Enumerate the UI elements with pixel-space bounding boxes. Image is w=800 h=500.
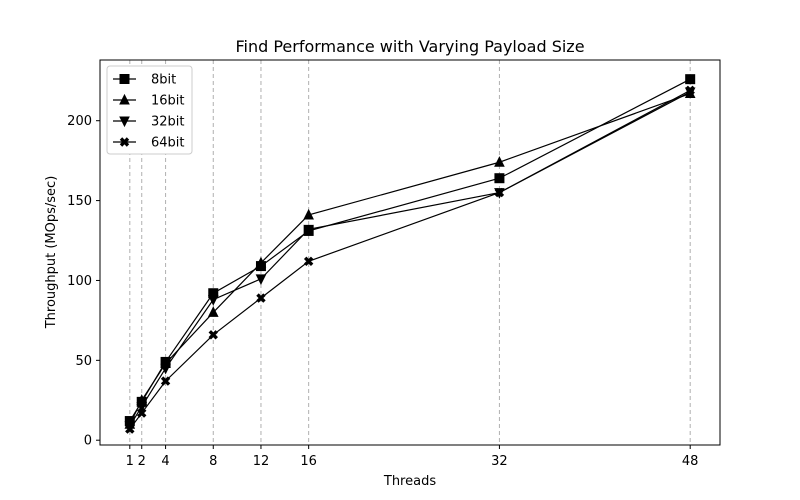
data-point-16bit-16: [303, 208, 314, 220]
data-point-16bit-32: [494, 156, 505, 167]
plot-area: [100, 60, 720, 445]
y-tick-label: 50: [75, 354, 92, 369]
x-tick-label: 12: [253, 454, 270, 469]
data-point-8bit-48: [685, 74, 696, 85]
x-tick-label: 2: [138, 454, 146, 469]
legend: 8bit 16bit 32bit 64bit: [106, 65, 193, 155]
y-tick-label: 150: [67, 194, 92, 209]
data-point-32bit-12: [255, 274, 267, 285]
series-line-16bit: [129, 92, 691, 425]
data-point-32bit-2: [136, 402, 148, 413]
data-point-16bit-8: [207, 306, 219, 317]
series-layer: [124, 74, 696, 434]
data-point-64bit-4: [160, 376, 171, 386]
plot-frame: [99, 59, 721, 446]
series-64bit: [125, 85, 695, 434]
legend-item-16bit: 16bit: [113, 94, 185, 109]
legend-label: 16bit: [151, 94, 185, 109]
x-tick-label: 8: [209, 454, 217, 469]
data-point-32bit-4: [160, 363, 171, 375]
legend-marker-16bit: [119, 93, 130, 105]
y-axis-title: Throughput (MOps/sec): [44, 176, 59, 330]
y-tick-label: 100: [67, 274, 92, 289]
data-point-16bit-12: [255, 256, 267, 268]
legend-label: 64bit: [151, 136, 185, 151]
data-point-64bit-16: [303, 256, 314, 266]
series-line-64bit: [129, 89, 691, 430]
data-point-64bit-1: [125, 424, 135, 434]
x-axis: 1 2 4 8 12 16 32 48: [126, 445, 699, 469]
data-point-64bit-32: [494, 187, 505, 198]
data-point-64bit-2: [137, 408, 147, 418]
legend-label: 8bit: [151, 73, 176, 88]
legend-marker-64bit: [119, 137, 130, 147]
legend-marker-32bit: [119, 116, 130, 128]
x-tick-label: 48: [682, 454, 699, 469]
data-point-32bit-8: [207, 295, 219, 306]
data-point-8bit-32: [494, 173, 505, 184]
data-point-64bit-48: [685, 85, 695, 96]
x-tick-label: 16: [300, 454, 317, 469]
data-point-32bit-16: [303, 224, 314, 236]
legend-item-64bit: 64bit: [113, 136, 185, 151]
legend-item-8bit: 8bit: [113, 73, 176, 88]
data-point-64bit-12: [256, 293, 266, 303]
series-line-32bit: [129, 91, 691, 427]
x-tick-label: 1: [126, 454, 134, 469]
x-axis-title: Threads: [383, 474, 436, 489]
data-point-64bit-8: [208, 330, 218, 340]
y-tick-label: 200: [67, 114, 92, 129]
legend-marker-8bit: [119, 74, 130, 84]
legend-item-32bit: 32bit: [113, 115, 185, 130]
legend-label: 32bit: [151, 115, 185, 130]
x-tick-label: 32: [491, 454, 508, 469]
chart-title: Find Performance with Varying Payload Si…: [235, 37, 584, 56]
y-axis: 0 50 100 150 200: [67, 114, 100, 449]
legend-box: [106, 65, 193, 155]
x-tick-label: 4: [161, 454, 169, 469]
y-tick-label: 0: [84, 434, 92, 449]
